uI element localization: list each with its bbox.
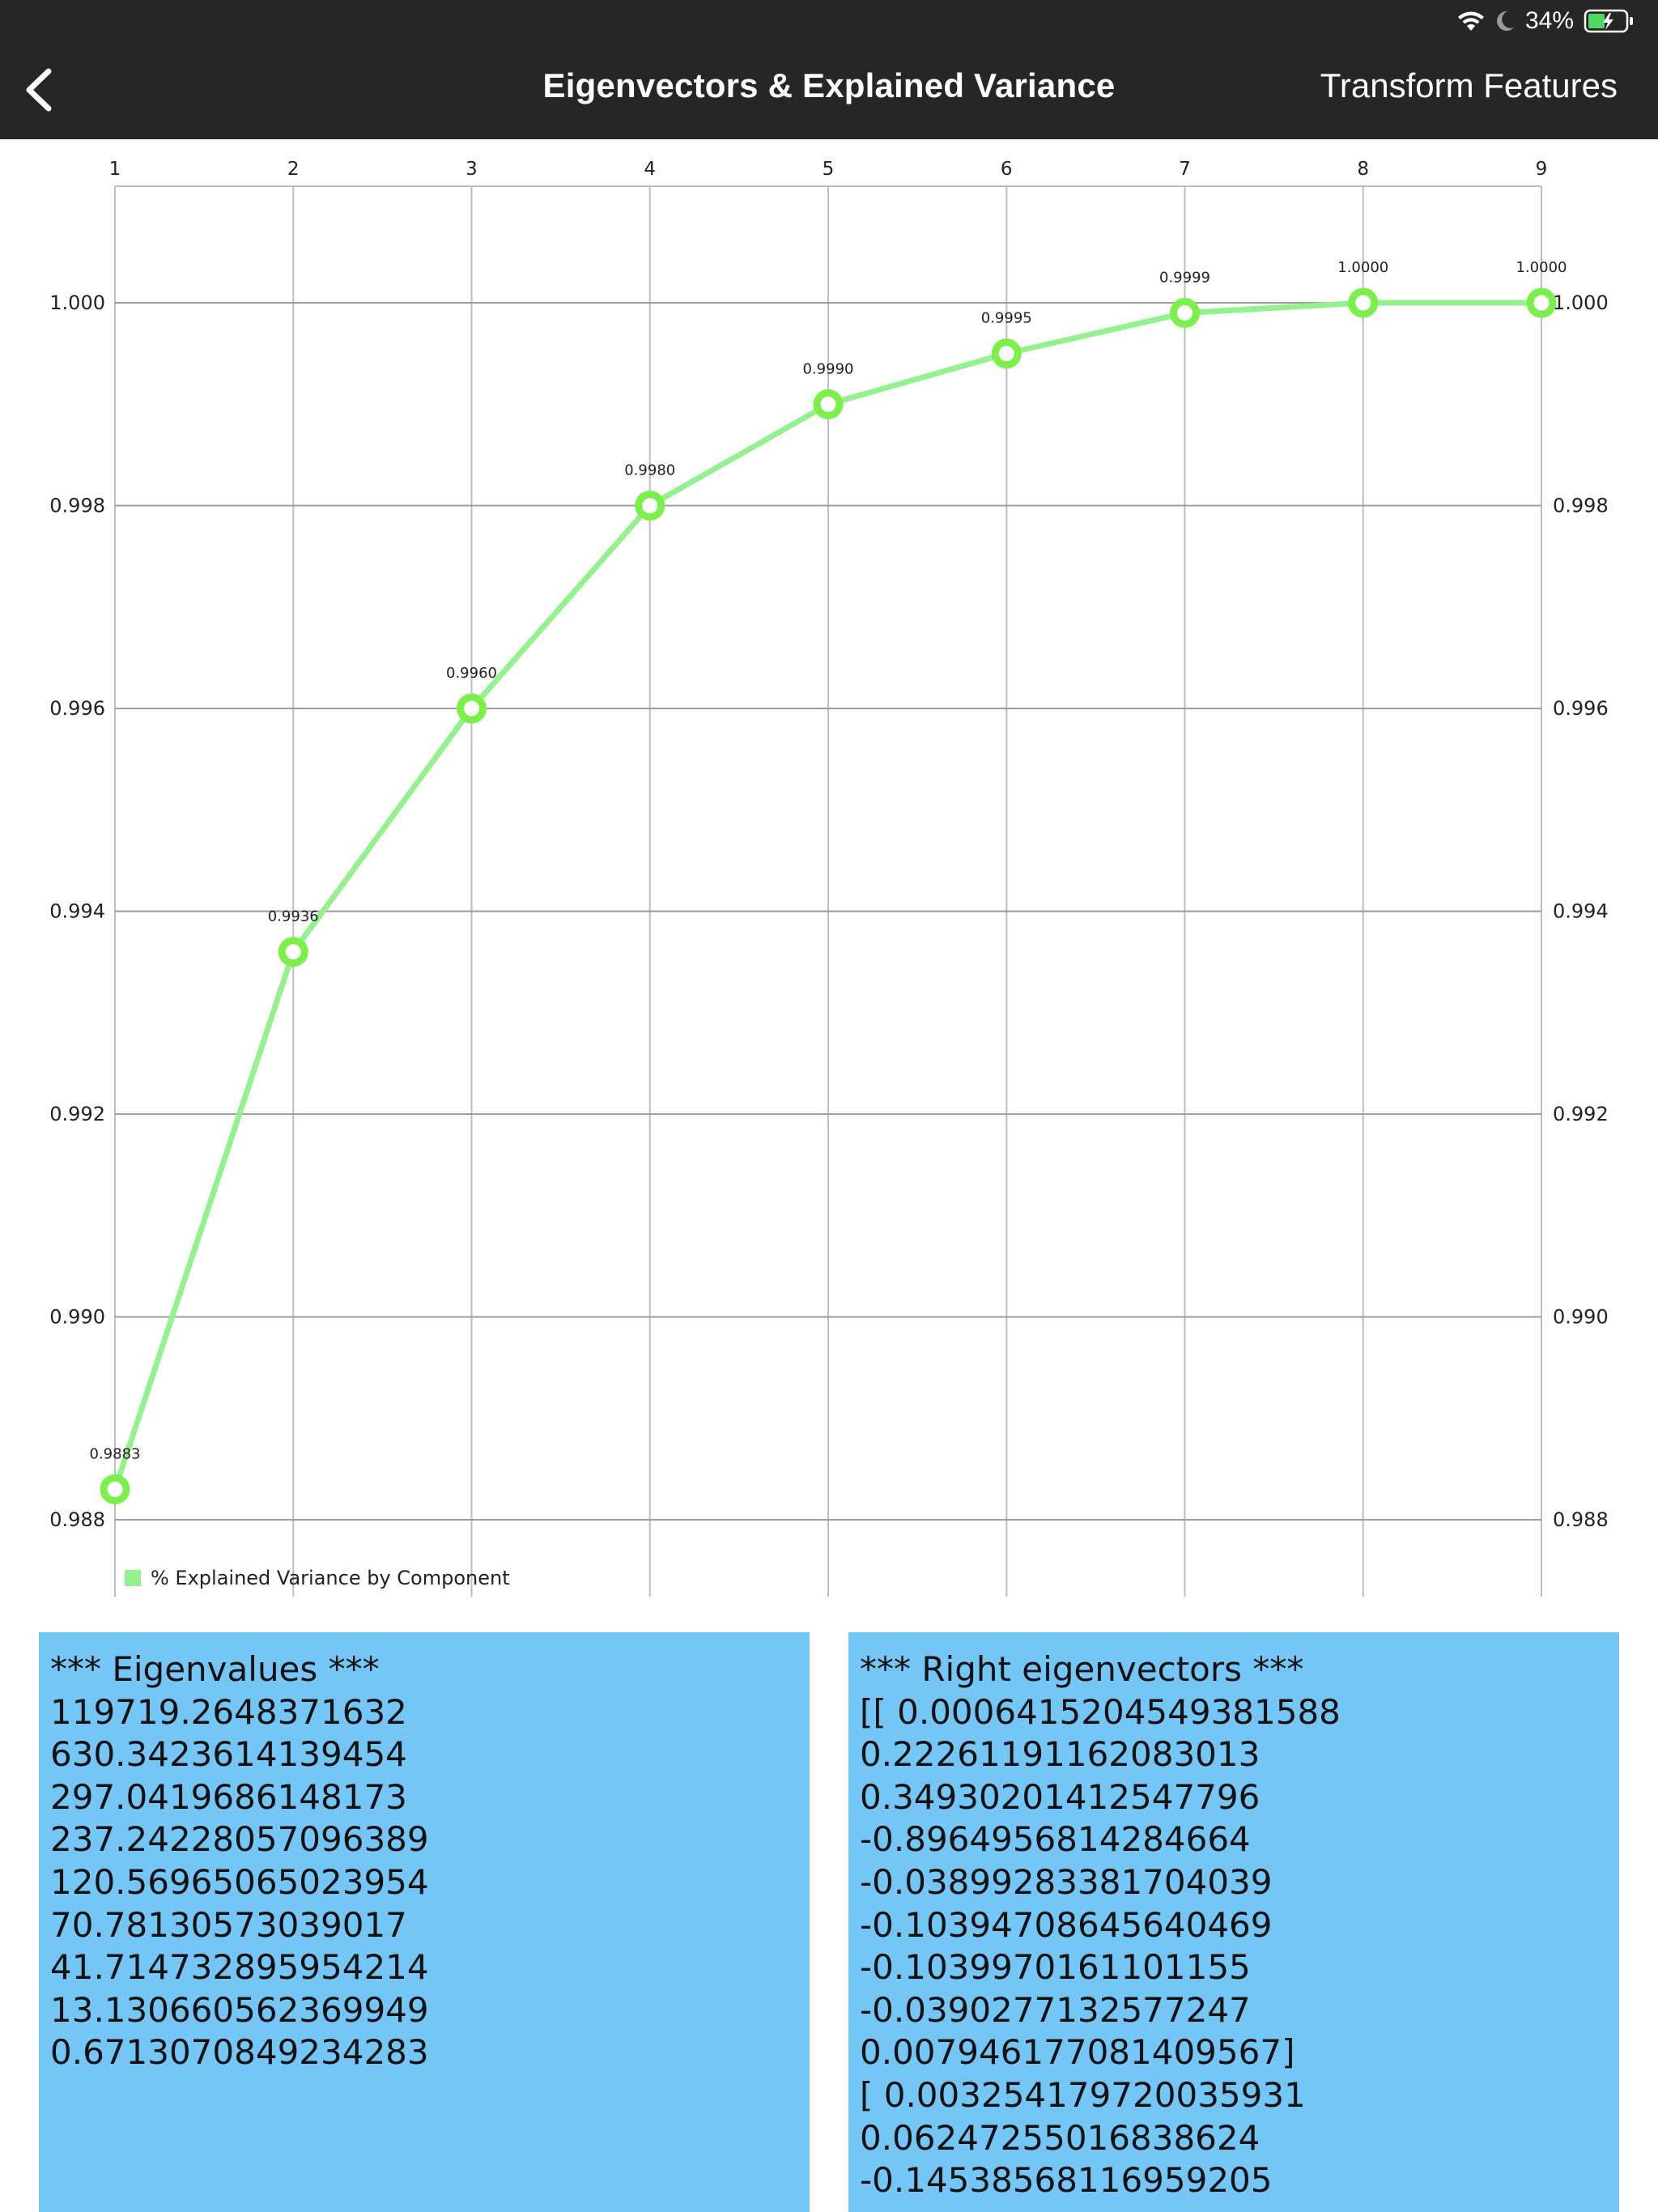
eigenvectors-line: -0.8964956814284664 [860,1819,1251,1860]
legend-label: % Explained Variance by Component [151,1567,510,1589]
data-point [813,389,844,419]
y-tick-label-right: 0.994 [1553,900,1609,922]
x-tick-label: 7 [1179,159,1191,180]
battery-percent: 34% [1524,7,1574,34]
eigenvalues-line: 41.714732895954214 [50,1947,429,1988]
data-label: 0.9980 [624,462,675,479]
eigenvectors-line: -0.10394708645640469 [860,1904,1273,1945]
x-tick-label: 8 [1357,159,1369,180]
eigenvalues-line: 120.56965065023954 [50,1861,429,1902]
data-label: 0.9995 [981,310,1032,327]
eigenvectors-line: -0.03899283381704039 [860,1861,1273,1902]
y-tick-label-left: 0.988 [49,1508,105,1531]
eigenvectors-line: *** Right eigenvectors *** [860,1649,1304,1689]
data-point [991,338,1022,369]
eigenvalues-line: 630.3423614139454 [50,1734,407,1775]
data-label: 1.0000 [1337,259,1388,276]
x-tick-label: 4 [644,159,656,180]
data-label: 0.9883 [90,1445,141,1462]
eigenvalues-line: 297.0419686148173 [50,1776,407,1817]
navigation-bar: 34% Eigenvectors & Explained Variance Tr… [0,0,1658,139]
eigenvectors-line: 0.007946177081409567] [860,2032,1295,2073]
eigenvalues-line: 13.130660562369949 [50,1989,429,2030]
eigenvalues-line: 0.6713070849234283 [50,2032,429,2073]
eigenvalues-line: 119719.2648371632 [50,1691,407,1732]
x-tick-label: 9 [1536,159,1548,180]
x-tick-label: 5 [823,159,835,180]
data-point [1170,298,1200,329]
eigenvectors-line: [[ 0.0006415204549381588 [860,1691,1341,1732]
eigenvectors-line: 0.22261191162083013 [860,1734,1261,1775]
y-tick-label-right: 0.992 [1553,1103,1609,1125]
eigenvalues-panel[interactable]: *** Eigenvalues *** 119719.2648371632 630.… [39,1632,810,2212]
y-tick-label-left: 0.998 [49,495,105,517]
data-point [1526,287,1557,318]
x-tick-label: 2 [287,159,300,180]
legend-swatch [125,1570,141,1586]
data-label: 0.9960 [446,665,497,682]
chart-svg: 1 2 3 4 5 6 7 8 9 0.988 0.988 0.990 0.990 0.992 0.992 0… [49,159,1609,1597]
eigenvectors-line: -0.1039970161101155 [860,1947,1251,1988]
eigenvalues-line: *** Eigenvalues *** [50,1649,380,1689]
data-point [1348,287,1379,318]
y-tick-label-left: 0.994 [49,900,105,922]
eigenvectors-line: -0.0390277132577247 [860,1989,1251,2030]
transform-features-button[interactable]: Transform Features [1320,66,1618,104]
x-tick-label: 3 [466,159,478,180]
moon-icon [1497,11,1514,31]
y-tick-label-right: 0.998 [1553,495,1609,517]
data-label: 0.9990 [803,360,854,377]
y-tick-label-left: 0.990 [49,1305,105,1328]
y-tick-label-right: 0.990 [1553,1305,1609,1328]
y-tick-label-right: 0.988 [1553,1508,1609,1531]
chart-legend: % Explained Variance by Component [125,1567,510,1589]
y-tick-label-left: 1.000 [49,291,105,314]
back-button[interactable] [19,63,58,117]
wifi-icon [1457,11,1484,31]
data-label: 0.9999 [1159,270,1210,287]
eigenvectors-line: 0.06247255016838624 [860,2117,1261,2158]
data-point [635,491,665,521]
eigenvectors-panel[interactable]: *** Right eigenvectors ***[[ 0.000641520… [848,1632,1619,2212]
chevron-left-icon [26,68,52,112]
status-bar: 34% [1457,5,1635,37]
y-tick-label-left: 0.996 [49,697,105,720]
x-tick-label: 6 [1001,159,1013,180]
eigenvectors-line: [ 0.003254179720035931 [860,2074,1306,2115]
data-label: 1.0000 [1516,259,1567,276]
data-point [278,937,308,968]
eigenvectors-line: 0.34930201412547796 [860,1776,1261,1817]
data-point [100,1474,130,1504]
data-label: 0.9936 [268,908,319,925]
page-title: Eigenvectors & Explained Variance [542,66,1116,104]
eigenvalues-line: 237.24228057096389 [50,1819,429,1860]
explained-variance-chart: 1 2 3 4 5 6 7 8 9 0.988 0.988 0.990 0.990 0.992 0.992 0… [0,139,1658,1621]
battery-charging-icon [1584,9,1633,33]
eigenvalues-line: 70.78130573039017 [50,1904,407,1945]
y-tick-label-right: 1.000 [1553,291,1609,314]
y-tick-label-left: 0.992 [49,1103,105,1125]
data-point [457,693,487,724]
eigenvectors-line: -0.14538568116959205 [860,2160,1273,2201]
y-tick-label-right: 0.996 [1553,697,1609,720]
x-tick-label: 1 [109,159,121,180]
